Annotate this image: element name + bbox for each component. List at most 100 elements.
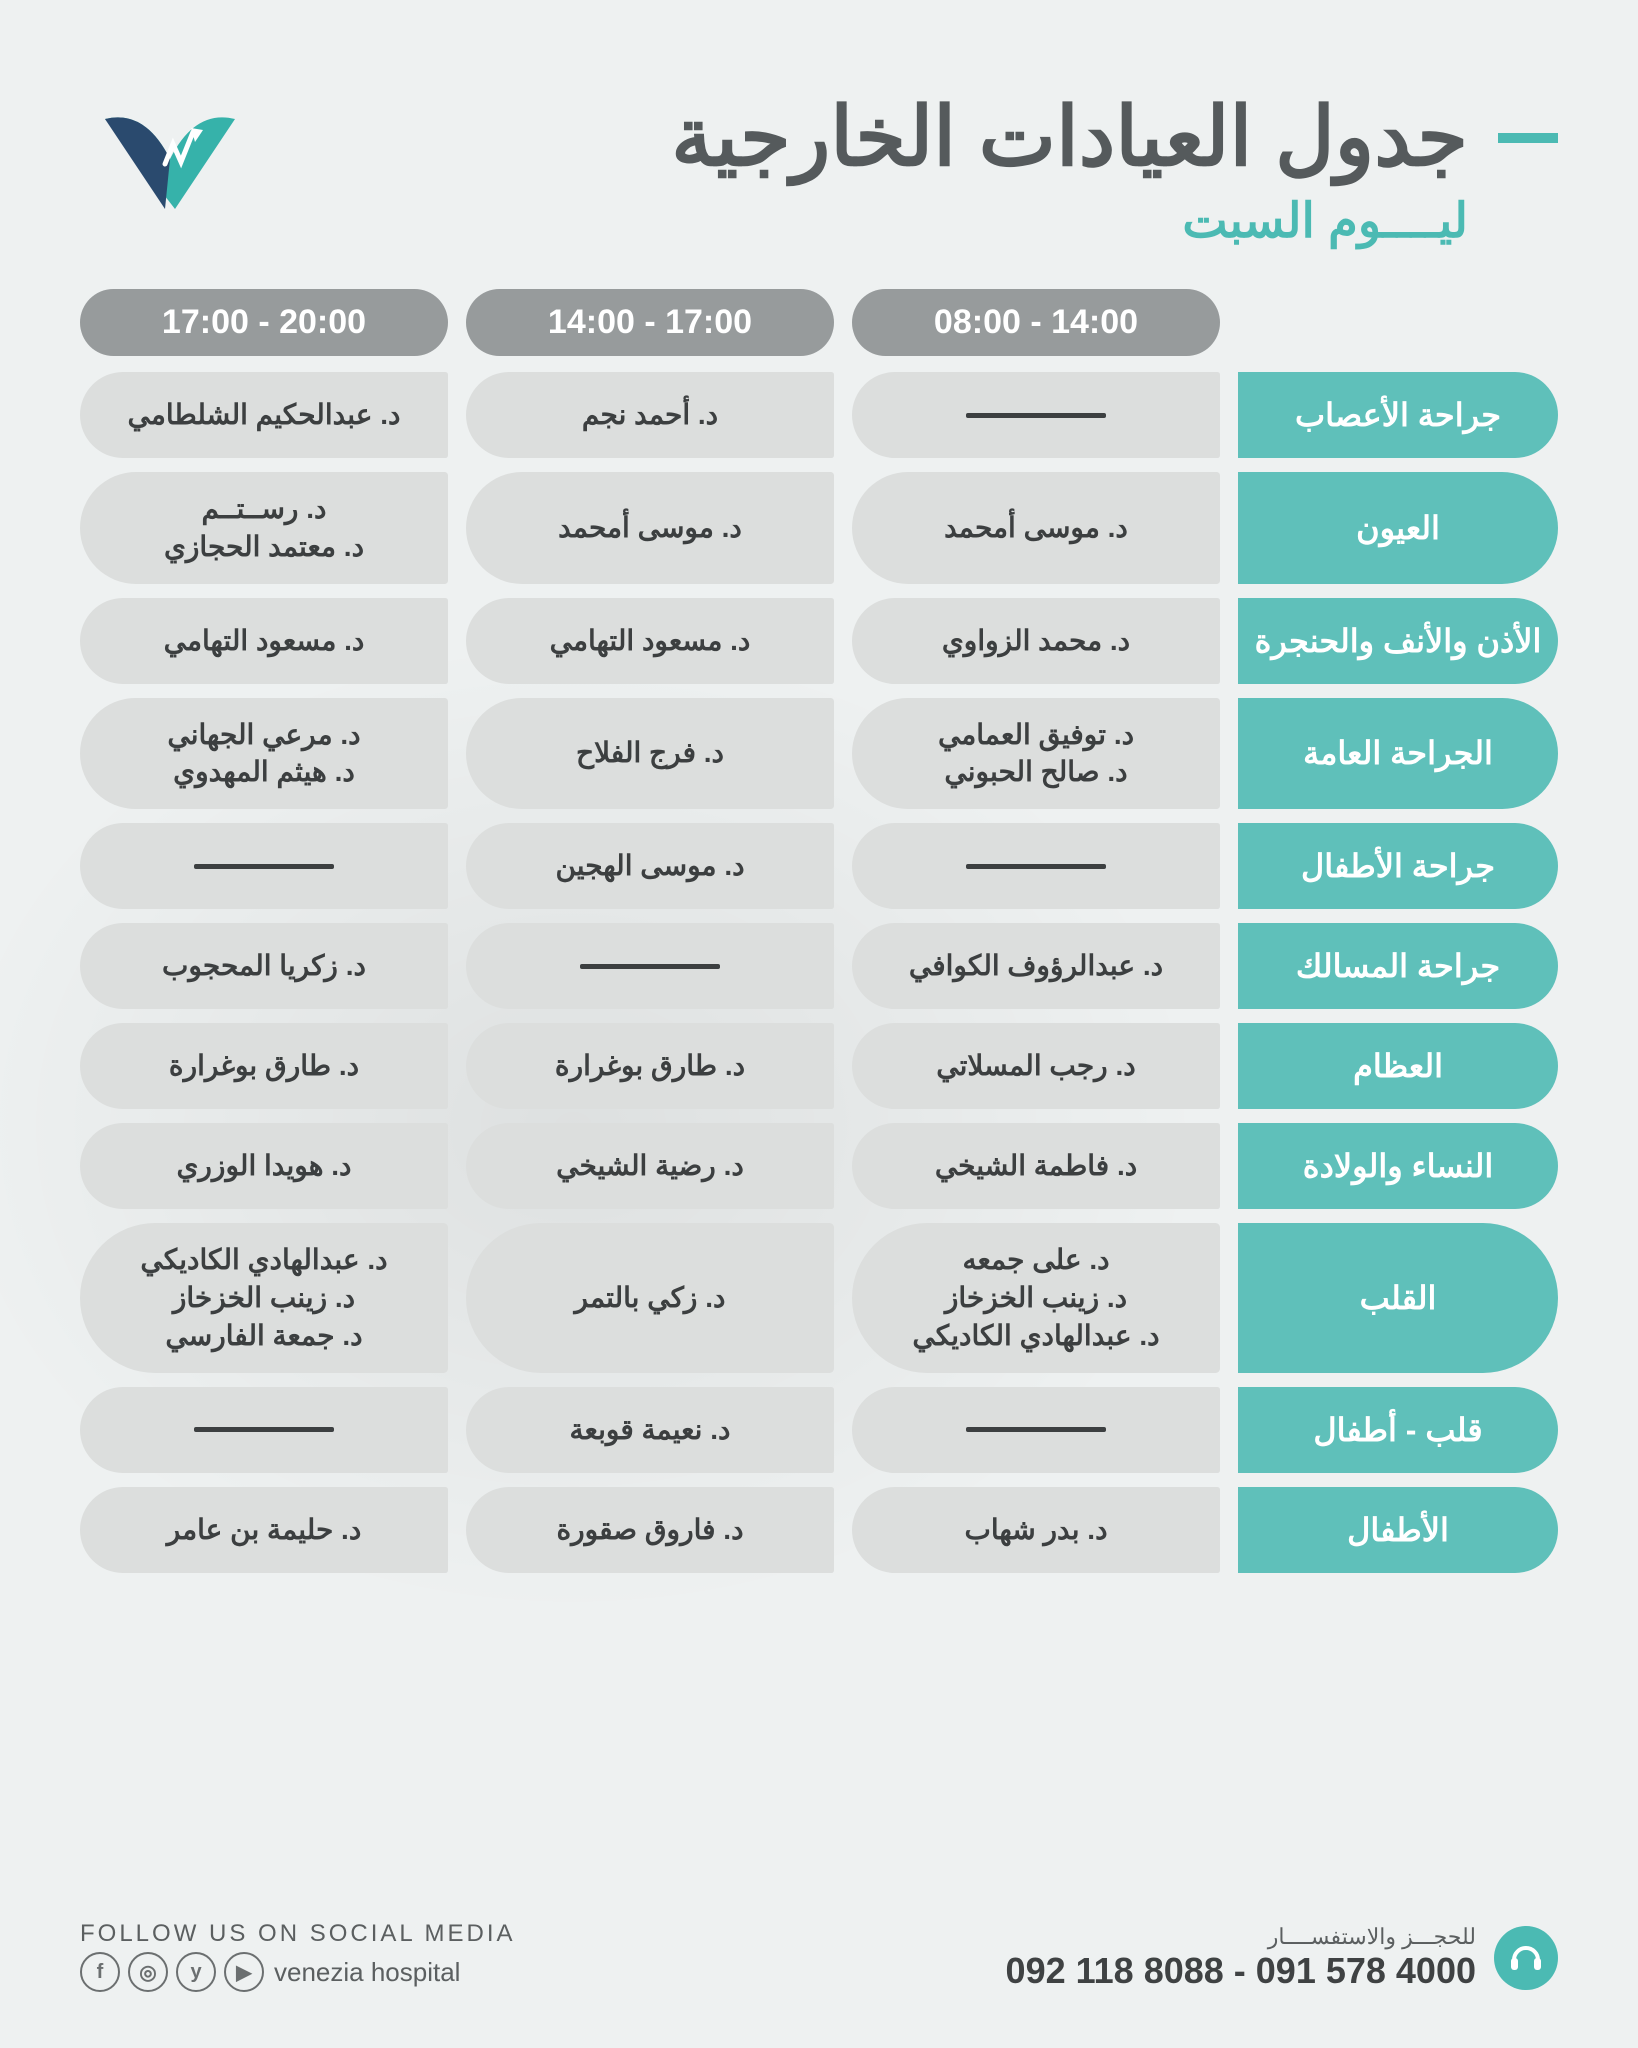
schedule-cell: د. عبدالرؤوف الكوافي [852,923,1220,1009]
doctor-name: د. عبدالحكيم الشلطامي [128,396,401,434]
schedule-cell [80,1387,448,1473]
doctor-name: د. عبدالهادي الكاديكي [140,1241,387,1279]
department-label: الأطفال [1238,1487,1558,1573]
department-label: الأذن والأنف والحنجرة [1238,598,1558,684]
schedule-cell: د. طارق بوغرارة [466,1023,834,1109]
department-label: العظام [1238,1023,1558,1109]
doctor-name: د. على جمعه [962,1241,1109,1279]
schedule-row: جراحة المسالك د. عبدالرؤوف الكوافي د. زكري… [80,923,1558,1009]
doctor-name: د. زكريا المحجوب [162,947,366,985]
time-slot-1: 08:00 - 14:00 [852,289,1220,356]
empty-dash [966,413,1106,418]
schedule-cell: د. مرعي الجهانيد. هيثم المهدوي [80,698,448,810]
footer: للحجـــز والاستفســــار 092 118 8088 - 0… [80,1920,1558,1992]
schedule-cell: د. موسى أمحمد [466,472,834,584]
empty-dash [194,1427,334,1432]
schedule-row: الأذن والأنف والحنجرة د. محمد الزواوي د. م… [80,598,1558,684]
booking-phone: 092 118 8088 - 091 578 4000 [1006,1950,1476,1992]
doctor-name: د. رســتــم [202,490,327,528]
schedule-cell: د. زكي بالتمر [466,1223,834,1372]
schedule-cell: د. رضية الشيخي [466,1123,834,1209]
social-icon[interactable]: ◎ [128,1952,168,1992]
department-label: قلب - أطفال [1238,1387,1558,1473]
doctor-name: د. رجب المسلاتي [936,1047,1135,1085]
time-slot-2: 14:00 - 17:00 [466,289,834,356]
schedule-row: جراحة الأعصاب د. أحمد نجم د. عبدالحكيم الش… [80,372,1558,458]
doctor-name: د. مرعي الجهاني [167,716,360,754]
schedule-cell: د. أحمد نجم [466,372,834,458]
footer-booking: للحجـــز والاستفســــار 092 118 8088 - 0… [1006,1924,1558,1992]
social-icon[interactable]: y [176,1952,216,1992]
department-label: العيون [1238,472,1558,584]
doctor-name: د. مسعود التهامي [164,622,365,660]
header: جدول العيادات الخارجية ليــــوم السبت [80,90,1558,249]
schedule-cell [852,372,1220,458]
department-label: النساء والولادة [1238,1123,1558,1209]
schedule-cell: د. توفيق العماميد. صالح الحبوني [852,698,1220,810]
department-label: الجراحة العامة [1238,698,1558,810]
doctor-name: د. محمد الزواوي [942,622,1130,660]
logo-icon [95,104,245,214]
department-label: جراحة الأطفال [1238,823,1558,909]
schedule-cell: د. فرج الفلاح [466,698,834,810]
doctor-name: د. حليمة بن عامر [167,1511,362,1549]
doctor-name: د. زينب الخزخاز [945,1279,1127,1317]
schedule-row: جراحة الأطفال د. موسى الهجين [80,823,1558,909]
title-accent-bar [1498,133,1558,143]
social-icon[interactable]: ▶ [224,1952,264,1992]
schedule-row: الجراحة العامةد. توفيق العماميد. صالح ال… [80,698,1558,810]
social-handle: venezia hospital [274,1957,460,1988]
time-slot-3: 17:00 - 20:00 [80,289,448,356]
doctor-name: د. موسى الهجين [555,847,744,885]
doctor-name: د. بدر شهاب [964,1511,1107,1549]
schedule-cell: د. عبدالهادي الكاديكيد. زينب الخزخازد. ج… [80,1223,448,1372]
schedule-cell: د. فاطمة الشيخي [852,1123,1220,1209]
doctor-name: د. فاروق صقورة [556,1511,743,1549]
social-icon[interactable]: f [80,1952,120,1992]
schedule-row: العظام د. رجب المسلاتي د. طارق بوغرارة د. ط… [80,1023,1558,1109]
empty-dash [966,864,1106,869]
headset-icon [1494,1926,1558,1990]
time-header-row: 08:00 - 14:00 14:00 - 17:00 17:00 - 20:0… [80,289,1558,356]
doctor-name: د. نعيمة قوبعة [570,1411,731,1449]
doctor-name: د. توفيق العمامي [938,716,1134,754]
schedule-cell: د. هويدا الوزري [80,1123,448,1209]
schedule-cell [852,1387,1220,1473]
doctor-name: د. موسى أمحمد [944,509,1128,547]
schedule-cell [466,923,834,1009]
doctor-name: د. زينب الخزخاز [173,1279,355,1317]
schedule-row: القلبد. على جمعهد. زينب الخزخازد. عبداله… [80,1223,1558,1372]
doctor-name: د. هويدا الوزري [176,1147,351,1185]
schedule-cell: د. على جمعهد. زينب الخزخازد. عبدالهادي ا… [852,1223,1220,1372]
schedule-cell: د. بدر شهاب [852,1487,1220,1573]
doctor-name: د. عبدالرؤوف الكوافي [909,947,1163,985]
department-label: القلب [1238,1223,1558,1372]
schedule-cell: د. فاروق صقورة [466,1487,834,1573]
schedule-cell [852,823,1220,909]
doctor-name: د. رضية الشيخي [556,1147,744,1185]
booking-label: للحجـــز والاستفســــار [1006,1924,1476,1950]
page-title: جدول العيادات الخارجية [671,90,1468,185]
schedule-rows: جراحة الأعصاب د. أحمد نجم د. عبدالحكيم الش… [80,372,1558,1573]
title-block: جدول العيادات الخارجية ليــــوم السبت [260,90,1558,249]
doctor-name: د. فاطمة الشيخي [935,1147,1137,1185]
schedule-row: قلب - أطفال د. نعيمة قوبعة [80,1387,1558,1473]
empty-dash [580,964,720,969]
schedule-row: الأطفال د. بدر شهاب د. فاروق صقورة د. حليمة… [80,1487,1558,1573]
doctor-name: د. فرج الفلاح [576,734,724,772]
footer-social: FOLLOW US ON SOCIAL MEDIA f◎y▶ venezia h… [80,1920,516,1992]
doctor-name: د. صالح الحبوني [944,753,1127,791]
doctor-name: د. طارق بوغرارة [555,1047,745,1085]
doctor-name: د. طارق بوغرارة [169,1047,359,1085]
schedule-cell: د. محمد الزواوي [852,598,1220,684]
page-subtitle: ليــــوم السبت [260,193,1468,249]
schedule-row: العيون د. موسى أمحمد د. موسى أمحمد د. رســت… [80,472,1558,584]
schedule-cell: د. زكريا المحجوب [80,923,448,1009]
empty-dash [194,864,334,869]
doctor-name: د. عبدالهادي الكاديكي [912,1317,1159,1355]
department-label: جراحة المسالك [1238,923,1558,1009]
schedule-cell: د. حليمة بن عامر [80,1487,448,1573]
department-label: جراحة الأعصاب [1238,372,1558,458]
schedule-cell: د. طارق بوغرارة [80,1023,448,1109]
schedule-cell: د. مسعود التهامي [466,598,834,684]
